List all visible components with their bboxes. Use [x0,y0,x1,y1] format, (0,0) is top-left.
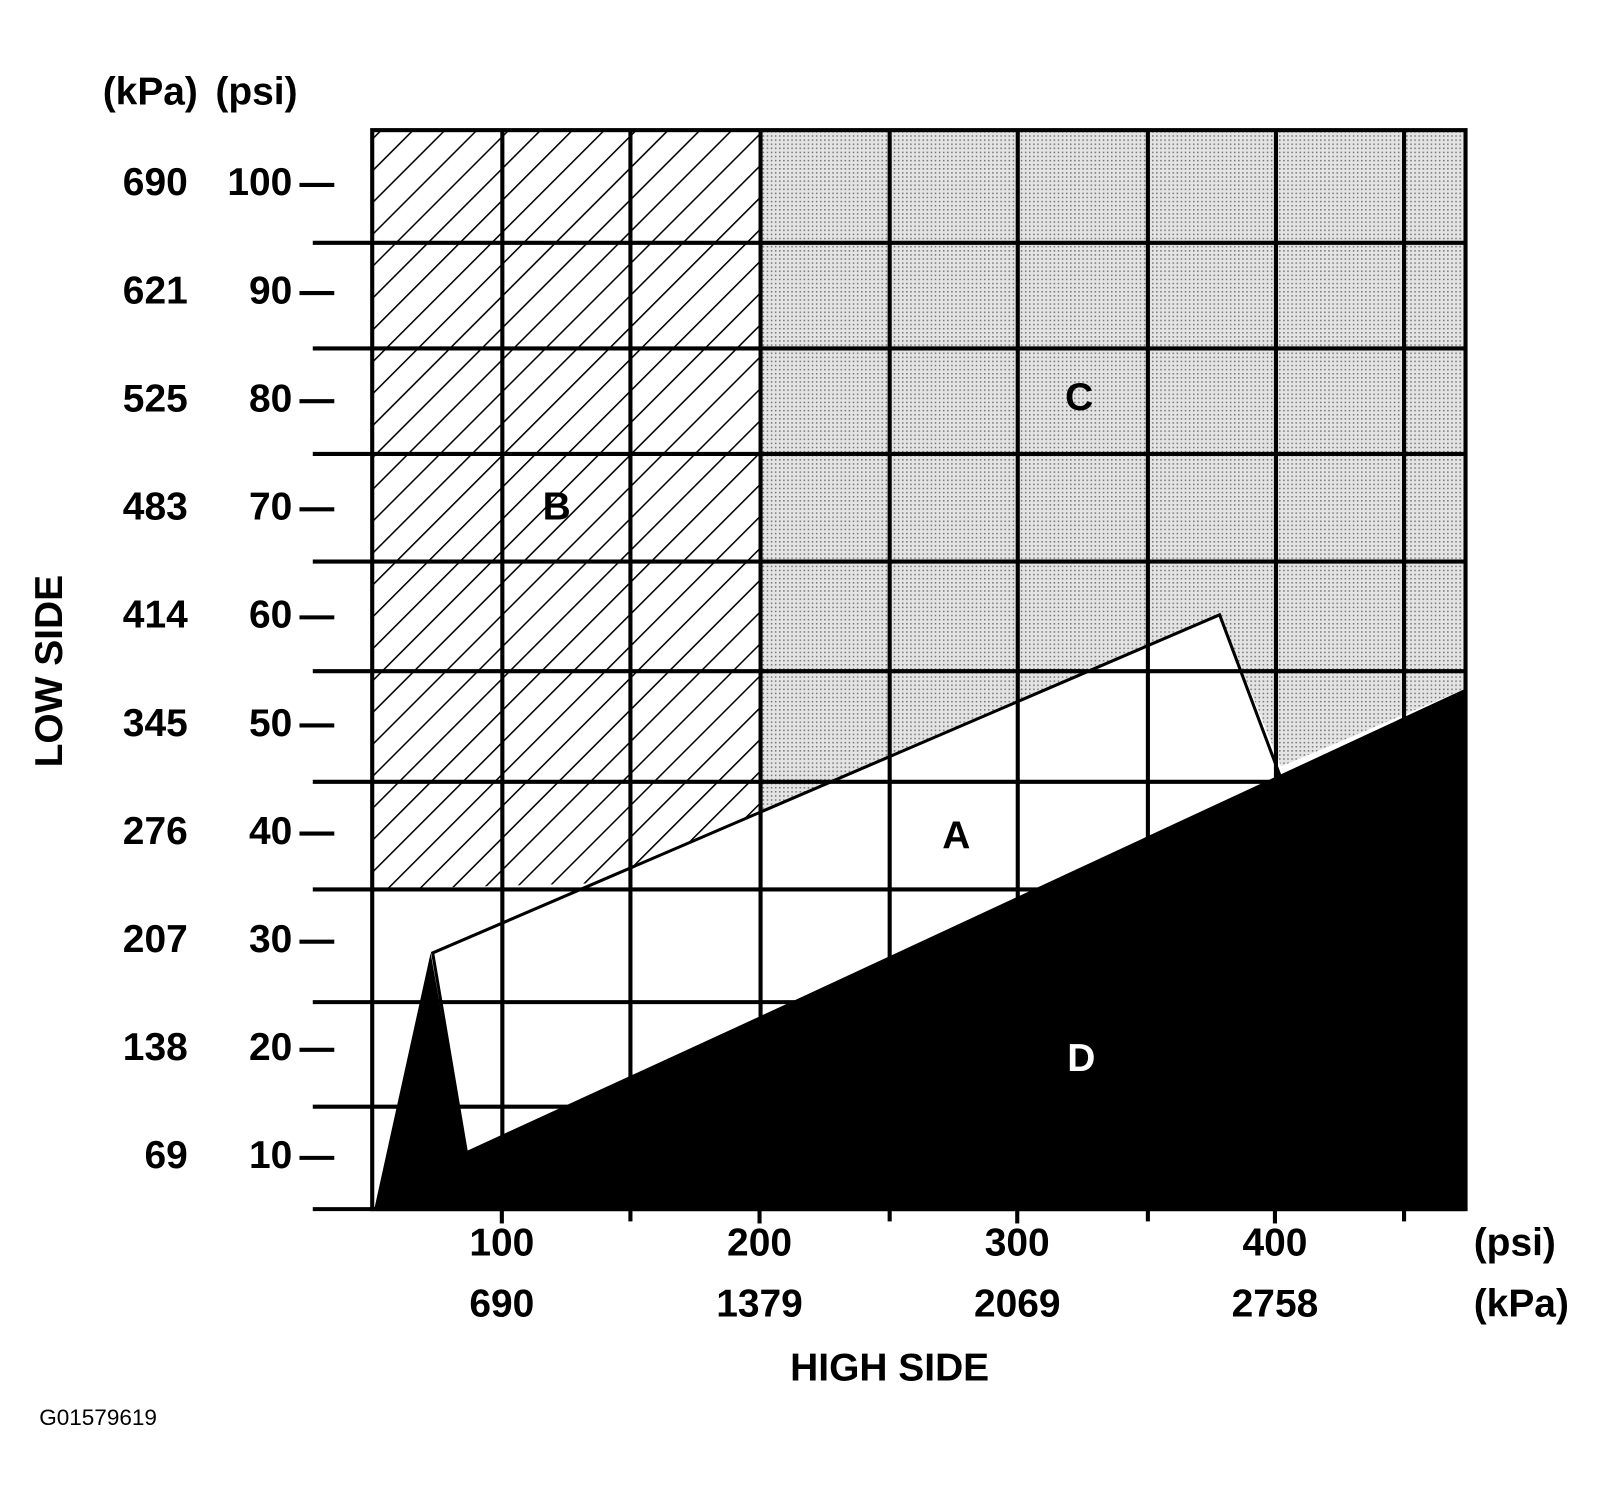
x-unit-kpa: (kPa) [1474,1283,1569,1326]
x-tick-psi: 100 [469,1221,534,1264]
y-tick-kpa: 690 [123,161,188,204]
y-tick-psi: 80 [249,377,292,420]
y-tick-kpa: 276 [123,810,188,853]
x-tick-psi: 400 [1242,1221,1307,1264]
x-tick-psi: 200 [727,1221,792,1264]
figure-id: G01579619 [39,1405,157,1430]
y-tick-psi: 70 [249,486,292,529]
x-tick-kpa: 2758 [1232,1283,1319,1326]
y-tick-kpa: 207 [123,918,188,961]
x-tick-kpa: 690 [469,1283,534,1326]
y-tick-kpa: 345 [123,702,188,745]
region-c [760,130,1466,812]
x-axis-title: HIGH SIDE [790,1346,989,1389]
x-tick-kpa: 1379 [716,1283,803,1326]
region-label: C [1065,376,1093,419]
y-tick-psi: 50 [249,702,292,745]
y-axis-title: LOW SIDE [28,575,71,767]
y-unit-kpa: (kPa) [103,71,198,114]
y-tick-psi: 60 [249,594,292,637]
y-tick-psi: 20 [249,1026,292,1069]
y-unit-psi: (psi) [215,71,297,114]
region-label: A [942,814,970,857]
y-tick-psi: 100 [227,161,292,204]
y-tick-kpa: 69 [144,1134,187,1177]
x-tick-psi: 300 [985,1221,1050,1264]
y-tick-kpa: 483 [123,486,188,529]
y-tick-kpa: 621 [123,269,188,312]
y-tick-kpa: 525 [123,377,188,420]
y-tick-kpa: 138 [123,1026,188,1069]
y-tick-kpa: 414 [123,594,188,637]
labels: (kPa) (psi) (psi) (kPa) HIGH SIDE LOW SI… [28,71,1569,1431]
y-tick-psi: 40 [249,810,292,853]
y-tick-psi: 90 [249,269,292,312]
y-tick-psi: 10 [249,1134,292,1177]
y-tick-psi: 30 [249,918,292,961]
region-d [374,688,1466,1210]
region-label: B [543,486,571,529]
x-unit-psi: (psi) [1474,1221,1556,1264]
region-label: D [1067,1037,1095,1080]
x-tick-kpa: 2069 [974,1283,1061,1326]
